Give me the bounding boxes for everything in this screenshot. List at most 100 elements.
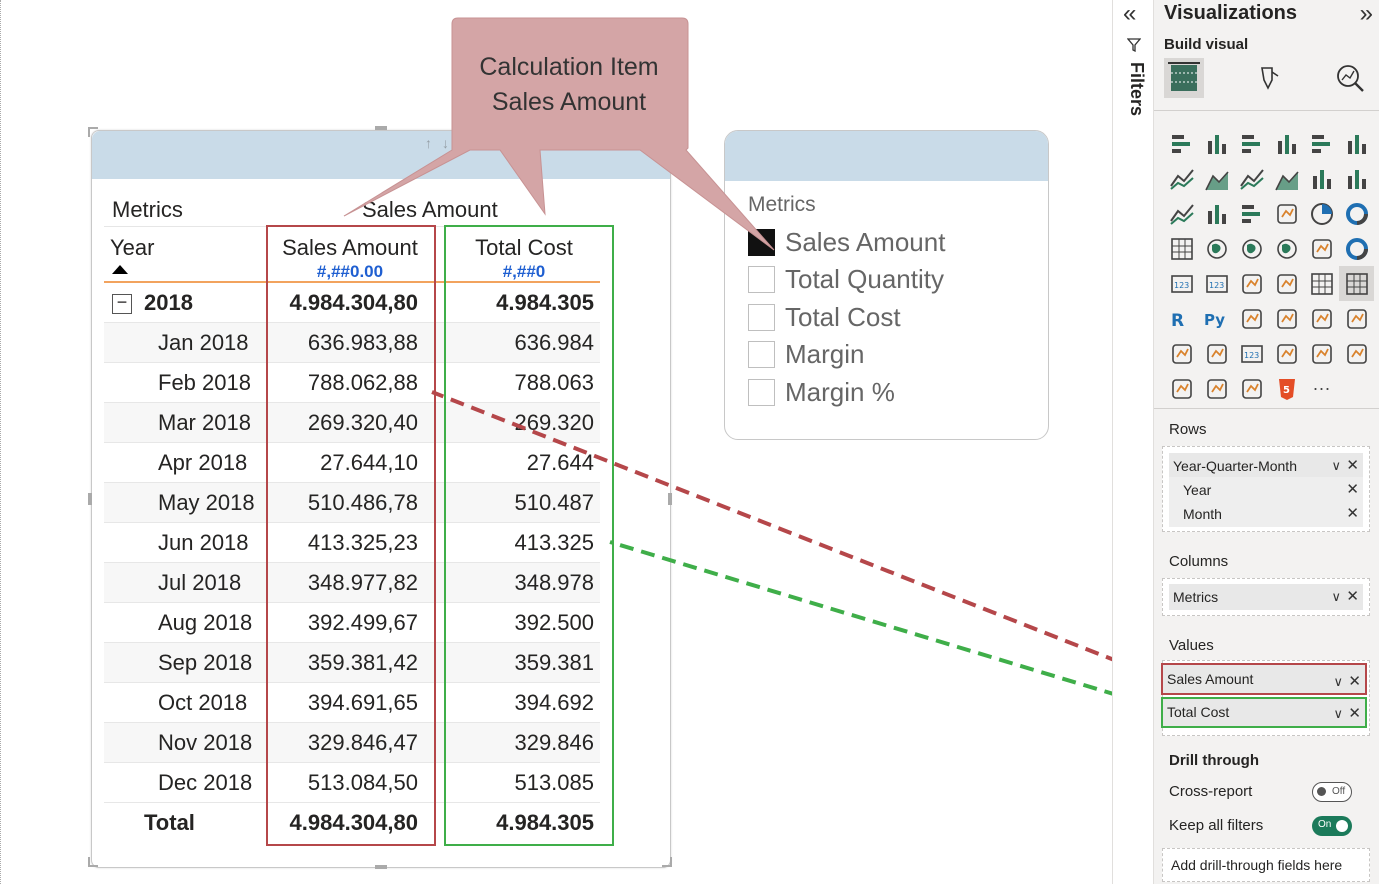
custom-visual-2-icon[interactable] xyxy=(1199,371,1234,406)
columns-well[interactable]: Metrics ∨ ✕ xyxy=(1162,578,1370,616)
slicer-item[interactable]: Total Quantity xyxy=(748,264,944,295)
funnel-icon[interactable] xyxy=(1234,196,1269,231)
power-apps-icon[interactable] xyxy=(1269,336,1304,371)
expand-all-icon[interactable]: ⇊ xyxy=(459,135,471,151)
area-chart-icon[interactable] xyxy=(1199,161,1234,196)
metrics-icon[interactable] xyxy=(1339,336,1374,371)
tab-build-visual[interactable] xyxy=(1164,58,1204,98)
stacked-bar-icon[interactable] xyxy=(1164,126,1199,161)
resize-handle[interactable] xyxy=(375,126,387,130)
filters-label[interactable]: Filters xyxy=(1127,62,1147,117)
custom-visual-1-icon[interactable] xyxy=(1164,371,1199,406)
add-drill-through-well[interactable]: Add drill-through fields here xyxy=(1162,848,1370,882)
100-stacked-column-icon[interactable] xyxy=(1339,126,1374,161)
treemap-icon[interactable] xyxy=(1164,231,1199,266)
more-visuals-icon[interactable]: ··· xyxy=(1312,378,1331,398)
smart-narrative-icon[interactable] xyxy=(1199,336,1234,371)
trophy-icon[interactable] xyxy=(1164,336,1199,371)
power-automate-icon[interactable] xyxy=(1304,336,1339,371)
slicer-item[interactable]: Margin xyxy=(748,339,864,370)
field-month[interactable]: Month ✕ xyxy=(1169,501,1363,527)
stacked-area-icon[interactable] xyxy=(1234,161,1269,196)
decomposition-tree-icon[interactable] xyxy=(1269,301,1304,336)
checkbox-icon[interactable] xyxy=(748,341,775,368)
waterfall-icon[interactable] xyxy=(1339,161,1374,196)
tab-analytics[interactable] xyxy=(1330,58,1370,98)
close-icon[interactable]: ✕ xyxy=(1348,673,1361,690)
tab-format-visual[interactable] xyxy=(1248,58,1288,98)
stacked-column-icon[interactable] xyxy=(1199,126,1234,161)
chevron-visual-icon[interactable] xyxy=(1234,371,1269,406)
field-sales-amount[interactable]: Sales Amount ∨ ✕ xyxy=(1161,663,1367,695)
collapse-icon[interactable]: − xyxy=(112,293,132,314)
chevron-double-left-icon[interactable]: « xyxy=(1123,0,1137,27)
resize-handle[interactable] xyxy=(375,865,387,869)
multi-row-card-icon[interactable]: 123 xyxy=(1199,266,1234,301)
checkbox-checked-icon[interactable] xyxy=(748,228,775,256)
resize-handle[interactable] xyxy=(88,493,92,505)
filter-icon[interactable]: ⊽ xyxy=(480,135,491,151)
checkbox-icon[interactable] xyxy=(748,303,775,331)
sort-ascending-icon[interactable] xyxy=(112,265,128,274)
slicer-item[interactable]: Sales Amount xyxy=(748,227,945,257)
kpi-icon[interactable] xyxy=(1234,266,1269,301)
metrics-slicer[interactable]: Metrics Sales Amount Total Quantity Total … xyxy=(724,130,1049,440)
chevron-down-icon[interactable]: ∨ xyxy=(1331,458,1341,473)
matrix-icon[interactable] xyxy=(1339,266,1374,301)
chevron-down-icon[interactable]: ∨ xyxy=(1333,706,1343,721)
slicer-item[interactable]: Total Cost xyxy=(748,302,901,332)
100-stacked-bar-icon[interactable] xyxy=(1304,126,1339,161)
card-new-icon[interactable]: 123 xyxy=(1234,336,1269,371)
pie-chart-icon[interactable] xyxy=(1304,196,1339,231)
scatter-icon[interactable] xyxy=(1269,196,1304,231)
drill-down-icon[interactable]: ↓ xyxy=(442,135,449,151)
close-icon[interactable]: ✕ xyxy=(1346,481,1359,498)
chevron-down-icon[interactable]: ∨ xyxy=(1333,674,1343,689)
qna-icon[interactable] xyxy=(1304,301,1339,336)
close-icon[interactable]: ✕ xyxy=(1346,505,1359,522)
drill-up-icon[interactable]: ↑ xyxy=(425,135,432,151)
slicer-item[interactable]: Margin % xyxy=(748,377,895,407)
line-chart-icon[interactable] xyxy=(1164,161,1199,196)
rows-well[interactable]: Year-Quarter-Month ∨ ✕ Year ✕ Month ✕ xyxy=(1162,446,1370,532)
r-visual-icon[interactable]: R xyxy=(1164,301,1199,336)
clustered-bar-icon[interactable] xyxy=(1234,126,1269,161)
html5-icon[interactable]: 5 xyxy=(1269,371,1304,406)
ribbon-chart-icon[interactable] xyxy=(1269,161,1304,196)
azure-map-icon[interactable] xyxy=(1304,231,1339,266)
chevron-double-right-icon[interactable]: » xyxy=(1359,0,1373,27)
field-metrics[interactable]: Metrics ∨ ✕ xyxy=(1169,584,1363,610)
line-column-icon[interactable] xyxy=(1304,161,1339,196)
resize-handle[interactable] xyxy=(662,857,672,867)
row-header-year[interactable]: Year xyxy=(110,235,155,260)
checkbox-icon[interactable] xyxy=(748,378,775,406)
table-icon[interactable] xyxy=(1304,266,1339,301)
clustered-column-icon[interactable] xyxy=(1269,126,1304,161)
values-well[interactable]: Sales Amount ∨ ✕ Total Cost ∨ ✕ xyxy=(1161,660,1370,736)
resize-handle[interactable] xyxy=(668,493,672,505)
scatter-bars-icon[interactable] xyxy=(1199,196,1234,231)
gauge-icon[interactable] xyxy=(1339,231,1374,266)
chevron-down-icon[interactable]: ∨ xyxy=(1331,589,1341,604)
field-year[interactable]: Year ✕ xyxy=(1169,477,1363,503)
donut-chart-icon[interactable] xyxy=(1339,196,1374,231)
resize-handle[interactable] xyxy=(88,127,98,137)
close-icon[interactable]: ✕ xyxy=(1346,457,1359,474)
python-visual-icon[interactable]: Py xyxy=(1199,301,1234,336)
cross-report-toggle[interactable]: Off xyxy=(1312,782,1352,802)
map-icon[interactable] xyxy=(1199,231,1234,266)
field-year-quarter-month[interactable]: Year-Quarter-Month ∨ ✕ xyxy=(1169,453,1363,479)
filled-map-icon[interactable] xyxy=(1234,231,1269,266)
line-clustered-column-icon[interactable] xyxy=(1164,196,1199,231)
close-icon[interactable]: ✕ xyxy=(1348,705,1361,722)
slicer-icon[interactable] xyxy=(1269,266,1304,301)
keep-filters-toggle[interactable]: On xyxy=(1312,816,1352,836)
paginated-report-icon[interactable] xyxy=(1339,301,1374,336)
card-icon[interactable]: 123 xyxy=(1164,266,1199,301)
close-icon[interactable]: ✕ xyxy=(1346,588,1359,605)
checkbox-icon[interactable] xyxy=(748,266,775,293)
key-influencers-icon[interactable] xyxy=(1234,301,1269,336)
shape-map-icon[interactable] xyxy=(1269,231,1304,266)
focus-mode-icon[interactable]: ▢ xyxy=(500,135,515,151)
resize-handle[interactable] xyxy=(88,857,98,867)
